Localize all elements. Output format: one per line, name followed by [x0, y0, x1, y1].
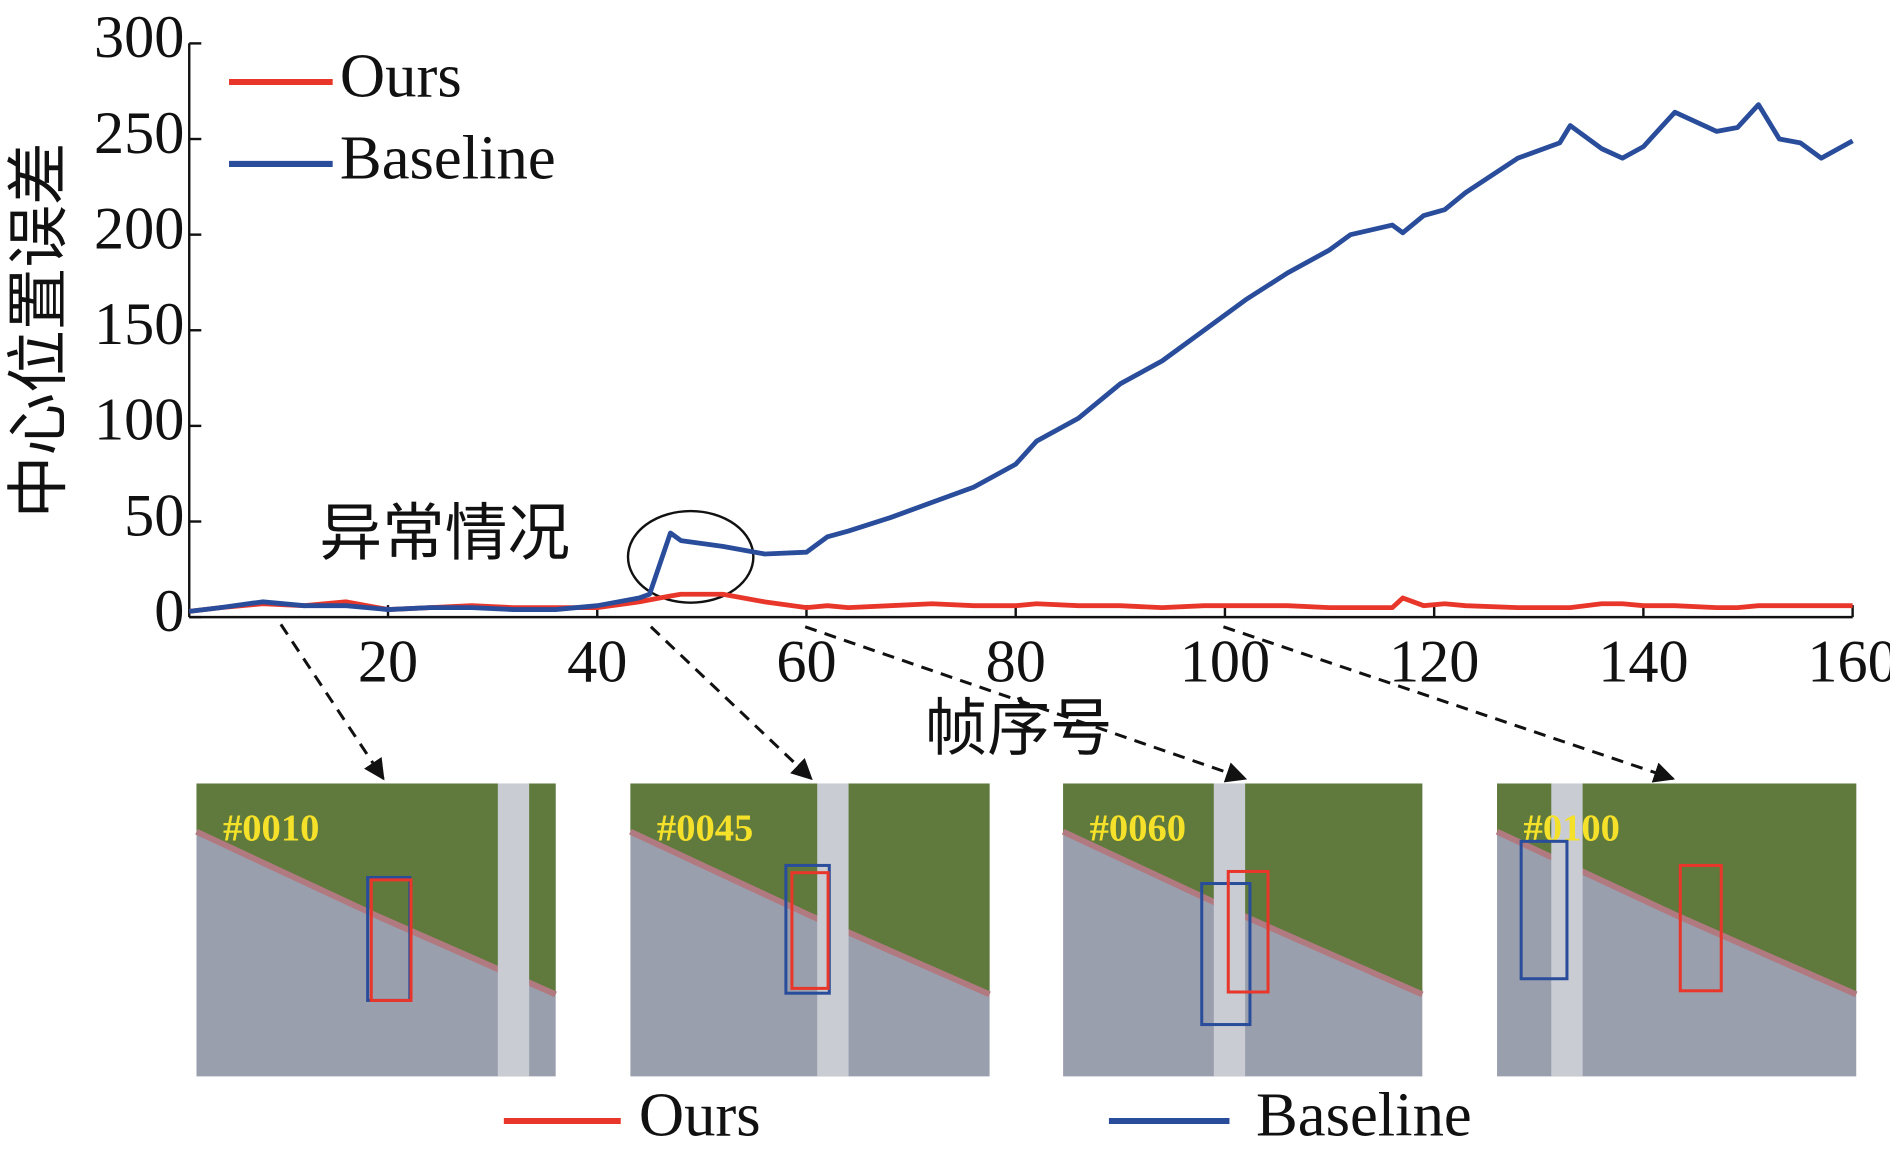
y-tick-label: 100	[94, 387, 184, 454]
y-tick-label: 200	[94, 195, 184, 262]
tracking-box	[1200, 882, 1252, 1027]
x-tick-label: 120	[1389, 629, 1479, 696]
arrow	[804, 625, 1248, 783]
tracking-box	[1226, 869, 1270, 994]
thumb-curb	[195, 828, 557, 998]
thumb-curb	[629, 828, 991, 998]
thumb-label: #0100	[1524, 808, 1620, 850]
x-tick-label: 60	[776, 629, 836, 696]
thumbnail: #0045	[629, 783, 991, 1077]
thumb-grass	[196, 783, 556, 995]
x-tick-label: 40	[567, 629, 627, 696]
legend-label: Baseline	[340, 122, 556, 192]
thumbnail: #0010	[195, 783, 557, 1077]
legend-label: Ours	[639, 1079, 761, 1149]
annotation: 异常情况	[319, 498, 570, 568]
x-axis-label: 帧序号	[925, 694, 1113, 764]
y-tick-label: 0	[154, 578, 184, 645]
tracking-box	[1519, 839, 1569, 981]
y-tick-label: 150	[94, 291, 184, 358]
arrow	[649, 625, 813, 781]
legend-label: Baseline	[1256, 1079, 1472, 1149]
y-tick-label: 50	[124, 482, 184, 549]
series-line	[188, 102, 1854, 614]
thumb-pole	[817, 783, 849, 1077]
thumb-grass	[630, 783, 990, 995]
arrow	[279, 623, 385, 781]
tracking-box	[369, 878, 413, 1002]
thumbnail: #0100	[1495, 783, 1858, 1077]
thumb-grass	[1497, 783, 1857, 995]
x-tick-label: 100	[1180, 629, 1270, 696]
arrows	[279, 623, 1676, 783]
thumb-label: #0010	[223, 808, 319, 850]
legend-label: Ours	[340, 40, 462, 110]
thumb-pole	[497, 783, 530, 1077]
tracking-box	[790, 871, 830, 990]
x-tick-label: 80	[986, 629, 1046, 696]
tracking-box	[1678, 863, 1723, 993]
x-tick-label: 140	[1598, 629, 1688, 696]
y-tick-label: 250	[94, 100, 184, 167]
x-tick-label: 160	[1807, 629, 1890, 696]
y-tick-label: 300	[94, 4, 184, 71]
thumb-label: #0060	[1090, 808, 1186, 850]
highlight-ellipse	[626, 509, 755, 604]
thumb-label: #0045	[657, 808, 753, 850]
x-tick-label: 20	[358, 629, 418, 696]
arrow	[1222, 625, 1676, 783]
thumbnail: #0060	[1061, 783, 1424, 1077]
y-axis-label: 中心位置误差	[4, 142, 74, 518]
